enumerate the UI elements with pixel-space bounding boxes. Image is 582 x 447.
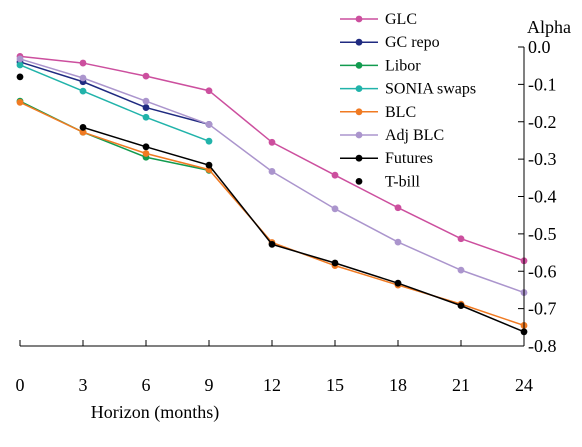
data-point-adj-blc [142,97,150,105]
legend-label-futures: Futures [385,150,433,167]
plot-area [16,52,528,336]
data-point-sonia-swaps [16,61,24,69]
x-tick-label: 9 [205,375,214,395]
data-point-futures [79,123,87,131]
legend-label-blc: BLC [385,104,416,121]
data-point-futures [457,302,465,310]
legend-label-gc-repo: GC repo [385,34,440,51]
data-point-adj-blc [79,74,87,82]
x-tick-label: 3 [79,375,88,395]
legend-label-adj-blc: Adj BLC [385,127,444,144]
x-tick-label: 21 [452,375,470,395]
data-point-sonia-swaps [79,87,87,95]
legend-label-libor: Libor [385,57,421,74]
data-point-futures [268,240,276,248]
data-point-adj-blc [205,120,213,128]
y-tick-label: -0.3 [528,149,557,169]
y-tick-label: -0.1 [528,74,557,94]
series-line-futures [82,126,525,333]
data-point-futures [394,279,402,287]
y-tick-label: 0.0 [528,37,551,57]
data-point-adj-blc [331,205,339,213]
series-line-sonia-swaps [19,64,210,142]
legend-marker-t-bill [355,178,363,185]
data-point-blc [79,128,87,136]
data-point-blc [142,150,150,157]
legend-marker-gc-repo [355,38,363,46]
data-point-glc [457,235,465,243]
data-point-adj-blc [16,55,24,63]
x-axis-title: Horizon (months) [91,402,219,423]
y-tick-label: -0.7 [528,299,557,319]
legend-label-t-bill: T-bill [385,173,421,190]
series-line-gc-repo [19,61,210,126]
data-point-glc [79,59,87,67]
legend-marker-glc [355,15,363,23]
y-tick-label: -0.5 [528,224,557,244]
legend-label-glc: GLC [385,11,417,28]
x-tick-label: 0 [16,375,25,395]
legend-marker-adj-blc [355,131,363,139]
y-tick-label: -0.2 [528,112,557,132]
data-point-sonia-swaps [205,137,213,145]
legend-marker-libor [355,62,363,69]
data-point-futures [331,259,339,267]
data-point-blc [16,98,24,106]
x-tick-label: 18 [389,375,407,395]
data-point-futures [142,143,150,151]
data-point-adj-blc [457,266,465,274]
data-point-glc [331,171,339,179]
data-point-glc [268,138,276,146]
y-tick-label: -0.8 [528,336,557,356]
data-point-futures [205,161,213,169]
data-point-gc-repo [142,104,150,111]
y-tick-label: -0.4 [528,187,557,207]
x-tick-label: 15 [326,375,344,395]
series-line-blc [19,101,525,327]
data-point-sonia-swaps [142,113,150,121]
x-axis: 0 3 6 9 12 15 18 21 24 [16,340,533,395]
legend-marker-blc [355,108,363,116]
y-tick-label: -0.6 [528,261,557,281]
data-point-t-bill [16,73,24,81]
data-point-adj-blc [268,168,276,175]
y-axis-title: Alpha [527,17,571,37]
data-point-glc [394,204,402,212]
legend-marker-sonia-swaps [355,85,363,92]
x-tick-label: 24 [515,375,533,395]
x-tick-label: 6 [142,375,151,395]
series-line-libor [19,100,210,172]
data-point-glc [205,87,213,95]
legend-label-sonia-swaps: SONIA swaps [385,81,476,98]
data-point-glc [142,72,150,80]
legend-marker-futures [355,154,363,162]
legend: GLC GC repo Libor SONIA swaps BLC Adj BLC Futu… [340,11,476,190]
data-point-adj-blc [394,238,402,246]
y-axis: 0.0 -0.1 -0.2 -0.3 -0.4 -0.5 -0.6 -0.7 -0.8 [518,37,557,356]
x-tick-label: 12 [263,375,281,395]
